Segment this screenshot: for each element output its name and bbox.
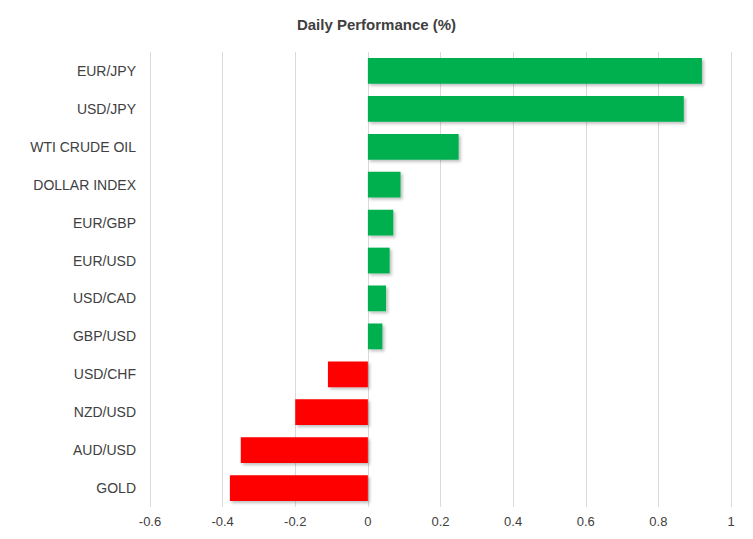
svg-text:-0.4: -0.4 bbox=[211, 514, 233, 529]
svg-text:Daily Performance (%): Daily Performance (%) bbox=[297, 16, 456, 33]
svg-text:1: 1 bbox=[727, 514, 734, 529]
svg-text:USD/JPY: USD/JPY bbox=[77, 101, 137, 117]
svg-text:AUD/USD: AUD/USD bbox=[73, 442, 136, 458]
svg-text:USD/CAD: USD/CAD bbox=[73, 290, 136, 306]
svg-text:0.6: 0.6 bbox=[577, 514, 595, 529]
svg-text:EUR/USD: EUR/USD bbox=[73, 253, 136, 269]
svg-text:GOLD: GOLD bbox=[96, 480, 136, 496]
svg-text:EUR/GBP: EUR/GBP bbox=[73, 215, 136, 231]
svg-text:EUR/JPY: EUR/JPY bbox=[77, 63, 137, 79]
svg-text:0: 0 bbox=[364, 514, 371, 529]
svg-text:NZD/USD: NZD/USD bbox=[74, 404, 136, 420]
svg-text:0.8: 0.8 bbox=[649, 514, 667, 529]
svg-text:0.4: 0.4 bbox=[504, 514, 522, 529]
svg-text:USD/CHF: USD/CHF bbox=[74, 366, 136, 382]
svg-text:-0.2: -0.2 bbox=[284, 514, 306, 529]
svg-text:-0.6: -0.6 bbox=[139, 514, 161, 529]
svg-text:0.2: 0.2 bbox=[431, 514, 449, 529]
svg-text:WTI CRUDE OIL: WTI CRUDE OIL bbox=[30, 139, 136, 155]
svg-text:GBP/USD: GBP/USD bbox=[73, 328, 136, 344]
svg-text:DOLLAR INDEX: DOLLAR INDEX bbox=[33, 177, 136, 193]
